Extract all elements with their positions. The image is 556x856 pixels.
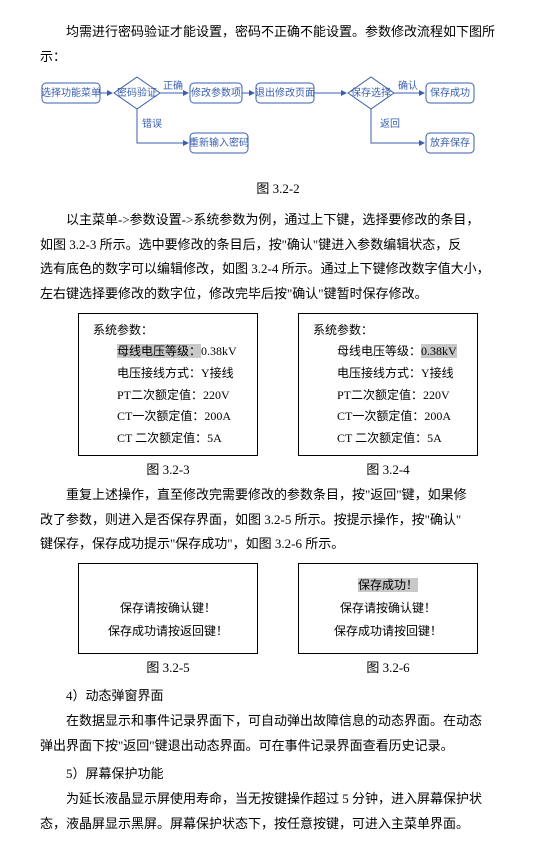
caption-3-2-2: 图 3.2-2	[40, 177, 516, 202]
panel-line: PT二次额定值：220V	[313, 385, 463, 407]
body-text: 重复上述操作，直至修改完需要修改的参数条目，按"返回"键，如果修	[40, 483, 516, 508]
body-text: 选有底色的数字可以编辑修改，如图 3.2-4 所示。通过上下键修改数字值大小，	[40, 257, 516, 282]
panel-line: CT一次额定值：200A	[313, 406, 463, 428]
caption-3-2-3: 图 3.2-3	[78, 458, 258, 483]
panel-line: 保存请按确认键！	[93, 597, 243, 620]
flow-node: 保存选择	[351, 86, 391, 99]
panel-3-2-5: 保存请按确认键！ 保存成功请按返回键！	[78, 563, 258, 653]
panel-value: 0.38kV	[421, 344, 457, 358]
panel-line: PT二次额定值：220V	[93, 385, 243, 407]
panel-3-2-4: 系统参数： 母线电压等级：0.38kV 电压接线方式：Y接线 PT二次额定值：2…	[298, 313, 478, 457]
body-text: 为延长液晶显示屏使用寿命，当无按键操作超过 5 分钟，进入屏幕保护状	[40, 787, 516, 812]
body-text: 改了参数，则进入是否保存界面，如图 3.2-5 所示。按提示操作，按"确认"	[40, 508, 516, 533]
panel-line: CT 二次额定值：5A	[313, 428, 463, 450]
caption-3-2-6: 图 3.2-6	[298, 656, 478, 681]
section-5-title: 5）屏幕保护功能	[40, 762, 516, 787]
panel-line: 母线电压等级：	[117, 344, 201, 358]
panel-line: 电压接线方式：Y接线	[313, 363, 463, 385]
intro-text: 均需进行密码验证才能设置，密码不正确不能设置。参数修改流程如下图所示：	[40, 20, 516, 69]
panel-line: CT 二次额定值：5A	[93, 428, 243, 450]
flow-edge: 确认	[398, 79, 418, 92]
panel-title: 系统参数：	[93, 320, 243, 342]
panel-line: 保存成功请按回键！	[313, 620, 463, 643]
flow-node: 密码验证	[117, 86, 157, 99]
body-text: 态，液晶屏显示黑屏。屏幕保护状态下，按任意按键，可进入主菜单界面。	[40, 812, 516, 837]
flow-node: 放弃保存	[430, 136, 470, 149]
body-text: 左右键选择要修改的数字位，修改完毕后按"确认"键暂时保存修改。	[40, 282, 516, 307]
panel-line: 保存成功！	[358, 578, 418, 592]
panel-line: CT一次额定值：200A	[93, 406, 243, 428]
flowchart-diagram: 选择功能菜单 密码验证 正确 修改参数项 退出修改页面 保存选择 确认 保存成功…	[40, 75, 516, 175]
flow-node: 修改参数项	[191, 86, 241, 99]
panel-value: 0.38kV	[201, 344, 237, 358]
body-text: 键保存，保存成功提示"保存成功"，如图 3.2-6 所示。	[40, 532, 516, 557]
body-text: 弹出界面下按"返回"键退出动态界面。可在事件记录界面查看历史记录。	[40, 734, 516, 759]
body-text: 在数据显示和事件记录界面下，可自动弹出故障信息的动态界面。在动态	[40, 709, 516, 734]
flow-edge: 正确	[163, 79, 183, 92]
section-4-title: 4）动态弹窗界面	[40, 684, 516, 709]
body-text: 如图 3.2-3 所示。选中要修改的条目后，按"确认"键进入参数编辑状态，反	[40, 233, 516, 258]
panel-line: 母线电压等级：	[337, 344, 421, 358]
flow-node: 重新输入密码	[189, 136, 249, 149]
panel-line: 保存请按确认键！	[313, 597, 463, 620]
flow-node: 保存成功	[430, 86, 470, 99]
flow-edge: 错误	[142, 117, 162, 130]
body-text: 以主菜单->参数设置->系统参数为例，通过上下键，选择要修改的条目，	[40, 208, 516, 233]
panel-line: 电压接线方式：Y接线	[93, 363, 243, 385]
caption-3-2-5: 图 3.2-5	[78, 656, 258, 681]
flow-node: 退出修改页面	[255, 86, 315, 99]
flow-edge: 返回	[380, 118, 400, 130]
flow-node: 选择功能菜单	[41, 86, 101, 99]
caption-3-2-4: 图 3.2-4	[298, 458, 478, 483]
panel-title: 系统参数：	[313, 320, 463, 342]
panel-3-2-3: 系统参数： 母线电压等级：0.38kV 电压接线方式：Y接线 PT二次额定值：2…	[78, 313, 258, 457]
panel-line: 保存成功请按返回键！	[93, 620, 243, 643]
panel-3-2-6: 保存成功！ 保存请按确认键！ 保存成功请按回键！	[298, 563, 478, 653]
